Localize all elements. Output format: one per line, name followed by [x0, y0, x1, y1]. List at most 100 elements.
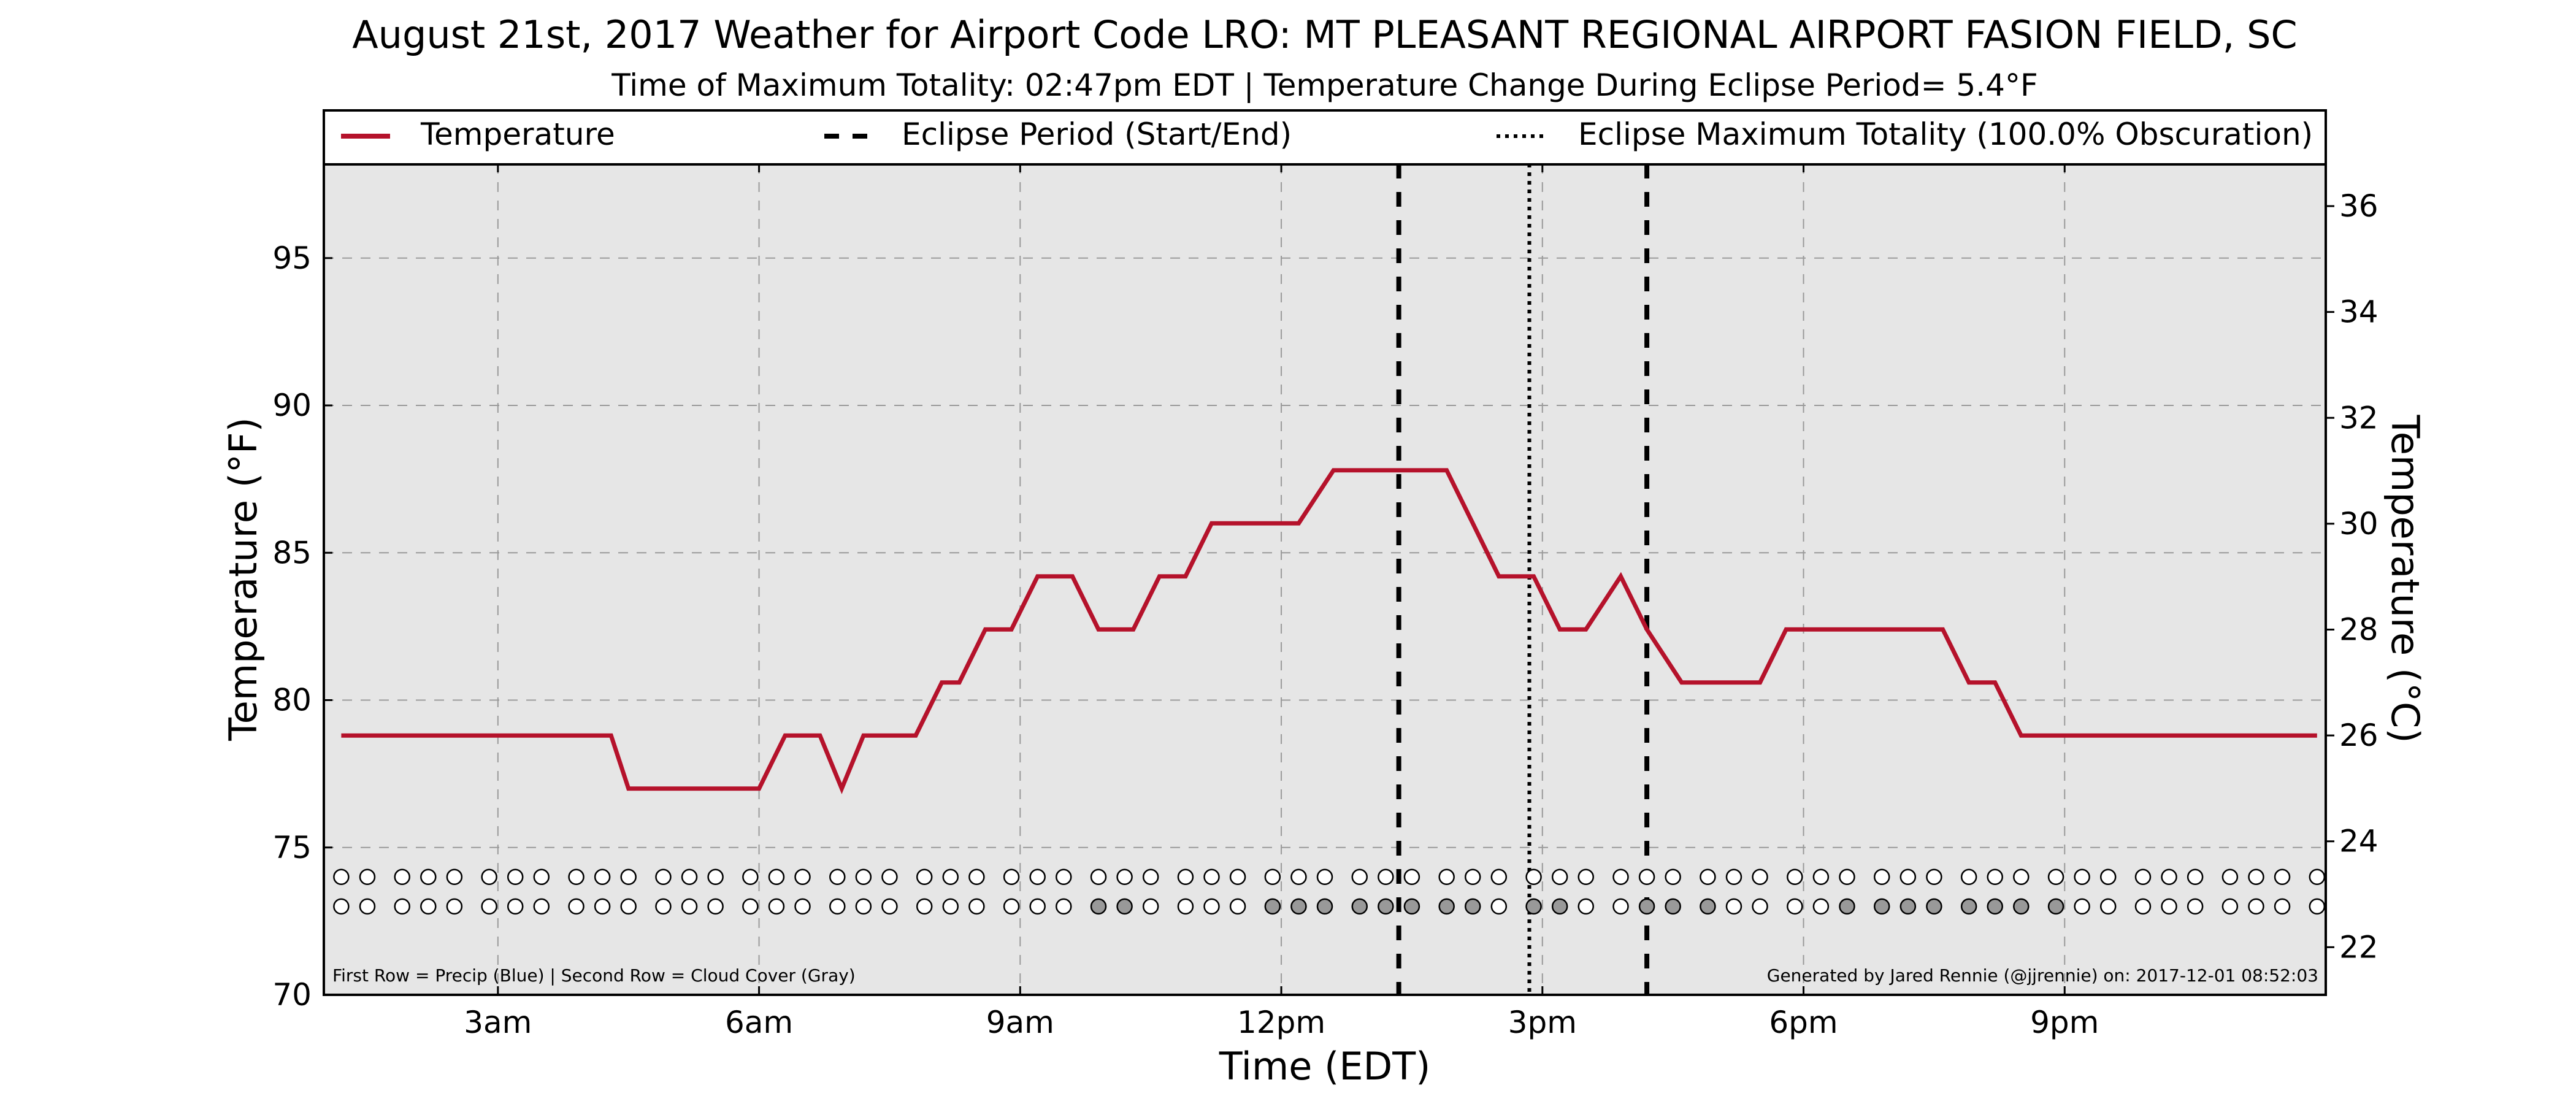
cloud-cover-marker	[768, 898, 785, 915]
cloud-cover-marker	[1264, 898, 1281, 915]
cloud-cover-marker	[2013, 898, 2030, 915]
cloud-cover-marker	[881, 898, 898, 915]
cloud-cover-marker	[1403, 898, 1420, 915]
precip-marker	[2221, 868, 2239, 886]
cloud-cover-marker	[968, 898, 985, 915]
chart-title: August 21st, 2017 Weather for Airport Co…	[352, 12, 2297, 57]
precip-marker	[881, 868, 898, 886]
x-axis-label: Time (EDT)	[1219, 1044, 1431, 1089]
cloud-cover-marker	[1465, 898, 1481, 915]
cloud-cover-marker	[2161, 898, 2177, 915]
cloud-cover-marker	[1551, 898, 1568, 915]
cloud-cover-marker	[1725, 898, 1742, 915]
cloud-cover-marker	[1177, 898, 1194, 915]
cloud-cover-marker	[1351, 898, 1368, 915]
cloud-cover-marker	[1665, 898, 1681, 915]
precip-marker	[420, 868, 437, 886]
precip-marker	[1787, 868, 1803, 886]
precip-marker	[1403, 868, 1420, 886]
cloud-cover-marker	[620, 898, 637, 915]
precip-marker	[681, 868, 698, 886]
precip-marker	[2074, 868, 2090, 886]
x-tick-label: 6am	[725, 1005, 793, 1040]
precip-marker	[2134, 868, 2152, 886]
cloud-cover-marker	[942, 898, 959, 915]
eclipse-lines	[1396, 164, 1650, 995]
legend-eclipse-period-label: Eclipse Period (Start/End)	[902, 117, 1292, 152]
cloud-cover-marker	[1960, 898, 1977, 915]
cloud-cover-marker	[794, 898, 811, 915]
precip-marker	[1490, 868, 1508, 886]
cloud-cover-marker	[2248, 898, 2264, 915]
precip-marker	[533, 868, 550, 886]
precip-marker	[1752, 868, 1768, 886]
cloud-cover-marker	[1577, 898, 1594, 915]
y-right-tick-label: 32	[2339, 400, 2379, 435]
y-axis-right-label: Temperature (°C)	[2383, 414, 2428, 743]
cloud-cover-marker	[533, 898, 550, 915]
cloud-cover-marker	[1873, 898, 1890, 915]
precip-marker	[2309, 868, 2326, 886]
precip-marker	[333, 868, 350, 886]
cloud-cover-marker	[1612, 898, 1629, 915]
grid-lines	[324, 164, 2326, 995]
precip-marker	[1725, 868, 1742, 886]
cloud-cover-marker	[855, 898, 872, 915]
y-right-tick-label: 28	[2339, 611, 2379, 647]
precip-marker	[742, 868, 759, 886]
precip-marker	[1351, 868, 1368, 886]
precip-marker	[855, 868, 872, 886]
cloud-cover-marker	[333, 898, 350, 915]
cloud-cover-marker	[481, 898, 497, 915]
cloud-cover-marker	[1899, 898, 1917, 915]
precip-marker	[1116, 868, 1133, 886]
cloud-cover-marker	[568, 898, 585, 915]
precip-marker	[359, 868, 376, 886]
cloud-cover-marker	[359, 898, 376, 915]
marker-rows	[333, 868, 2326, 915]
precip-marker	[1229, 868, 1246, 886]
y-right-tick-label: 22	[2339, 929, 2379, 965]
precip-marker	[507, 868, 524, 886]
x-tick-label: 9am	[986, 1005, 1054, 1040]
precip-marker	[829, 868, 846, 886]
y-tick-label: 90	[272, 388, 312, 423]
cloud-cover-marker	[1116, 898, 1133, 915]
x-tick-label: 9pm	[2030, 1005, 2099, 1040]
cloud-cover-marker	[1926, 898, 1942, 915]
precip-marker	[2013, 868, 2030, 886]
x-tick-label: 12pm	[1237, 1005, 1325, 1040]
cloud-cover-marker	[1056, 898, 1072, 915]
cloud-cover-marker	[1290, 898, 1307, 915]
precip-marker	[1899, 868, 1917, 886]
y-tick-label: 75	[272, 830, 312, 865]
precip-marker	[1090, 868, 1107, 886]
legend-box	[323, 109, 2327, 166]
precip-marker	[916, 868, 933, 886]
y-right-tick-label: 24	[2339, 824, 2379, 859]
cloud-cover-marker	[420, 898, 437, 915]
precip-marker	[2187, 868, 2204, 886]
precip-marker	[446, 868, 463, 886]
precip-marker	[1551, 868, 1568, 886]
footnote-right: Generated by Jared Rennie (@jjrennie) on…	[1767, 965, 2318, 986]
cloud-cover-marker	[2134, 898, 2152, 915]
y-tick-label: 70	[272, 977, 312, 1013]
cloud-cover-marker	[1700, 898, 1716, 915]
cloud-cover-marker	[1142, 898, 1159, 915]
cloud-cover-marker	[394, 898, 410, 915]
precip-marker	[655, 868, 672, 886]
precip-marker	[1926, 868, 1942, 886]
precip-marker	[794, 868, 811, 886]
cloud-cover-marker	[742, 898, 759, 915]
x-tick-label: 3pm	[1508, 1005, 1577, 1040]
precip-marker	[1290, 868, 1307, 886]
precip-marker	[768, 868, 785, 886]
cloud-cover-marker	[2221, 898, 2239, 915]
cloud-cover-marker	[2309, 898, 2326, 915]
plot-background	[324, 164, 2326, 995]
cloud-cover-marker	[2047, 898, 2064, 915]
cloud-cover-marker	[446, 898, 463, 915]
precip-marker	[1378, 868, 1394, 886]
cloud-cover-marker	[1378, 898, 1394, 915]
